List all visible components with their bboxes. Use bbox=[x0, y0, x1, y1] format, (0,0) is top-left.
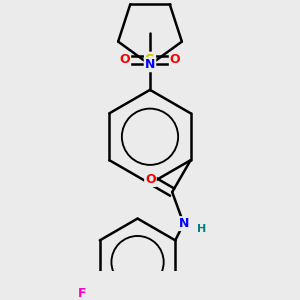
Text: N: N bbox=[178, 217, 189, 230]
Text: O: O bbox=[170, 53, 180, 66]
Text: F: F bbox=[78, 287, 87, 300]
Text: O: O bbox=[120, 53, 130, 66]
Text: H: H bbox=[197, 224, 206, 234]
Text: S: S bbox=[145, 53, 155, 67]
Text: O: O bbox=[145, 173, 156, 186]
Text: N: N bbox=[145, 58, 155, 71]
